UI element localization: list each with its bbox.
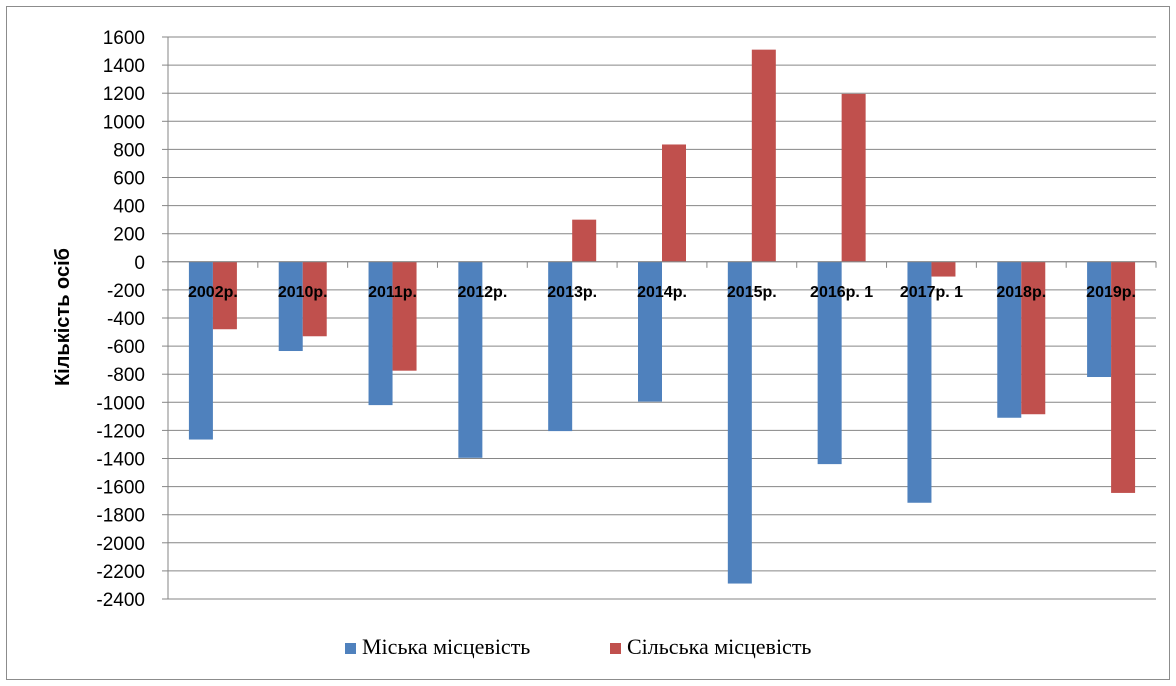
y-tick-label: 600 <box>113 169 145 190</box>
bar-urban-10 <box>1087 261 1112 378</box>
y-tick-label: -200 <box>107 281 145 302</box>
x-tick-labels: 2002р. 2010р. 2011р. 2012р. 2013р. 2014р. 2015… <box>188 284 1136 301</box>
bar-rural-10 <box>1111 261 1136 493</box>
bar-rural-5 <box>662 144 686 262</box>
y-tick-label: -2200 <box>96 562 145 583</box>
bar-urban-6 <box>727 261 752 584</box>
bar-urban-0 <box>188 261 213 440</box>
legend: Міська місцевість Сільська місцевість <box>345 634 811 659</box>
bar-rural-7 <box>841 93 866 262</box>
axes <box>167 37 1157 599</box>
y-tick-label: -800 <box>107 365 145 386</box>
y-tick-label: 0 <box>134 253 145 274</box>
bar-urban-4 <box>548 261 573 432</box>
bar-rural-4 <box>572 219 597 262</box>
y-tick-label: 800 <box>113 140 145 161</box>
x-tick-label: 2010р. <box>278 284 328 301</box>
y-tick-label: -1200 <box>96 421 145 442</box>
bar-rural-8 <box>931 261 956 277</box>
bar-rural-1 <box>302 261 327 337</box>
x-tick-label: 2012р. <box>457 284 507 301</box>
legend-swatch-urban <box>345 643 356 654</box>
bar-urban-9 <box>997 261 1022 418</box>
x-tick-label: 2002р. <box>188 284 238 301</box>
y-tick-label: -1600 <box>96 478 145 499</box>
y-tick-label: 200 <box>113 225 145 246</box>
y-tick-label: -2400 <box>96 590 145 611</box>
bar-rural-9 <box>1021 261 1046 415</box>
y-tick-label: -400 <box>107 309 145 330</box>
bar-urban-5 <box>638 261 662 402</box>
y-tick-label: -1400 <box>96 450 145 471</box>
y-tick-label: 1200 <box>103 84 145 105</box>
bar-rural-6 <box>751 49 776 262</box>
x-tick-label: 2015р. <box>727 284 777 301</box>
legend-label-rural: Сільська місцевість <box>627 634 811 659</box>
x-tick-label: 2013р. <box>547 284 597 301</box>
x-tick-label: 2018р. <box>996 284 1046 301</box>
bar-rural-2 <box>392 261 417 371</box>
y-tick-label: 1400 <box>103 56 145 77</box>
y-tick-label: 1000 <box>103 112 145 133</box>
bar-urban-2 <box>368 261 393 406</box>
legend-label-urban: Міська місцевість <box>362 634 530 659</box>
y-axis-label: Кількість осіб <box>52 248 74 386</box>
x-tick-label: 2014р. <box>637 284 687 301</box>
x-tick-label: 2016р. 1 <box>810 284 873 301</box>
x-tick-label: 2017р. 1 <box>900 284 963 301</box>
bar-urban-1 <box>278 261 303 352</box>
bar-urban-3 <box>458 261 483 458</box>
y-tick-label: 1600 <box>103 28 145 49</box>
y-tick-label: -2000 <box>96 534 145 555</box>
y-tick-labels: -2400-2200-2000-1800-1600-1400-1200-1000… <box>96 28 145 611</box>
bar-urban-8 <box>907 261 932 503</box>
bars <box>188 49 1136 584</box>
x-tick-label: 2019р. <box>1086 284 1136 301</box>
legend-swatch-rural <box>610 643 621 654</box>
y-tick-label: -600 <box>107 337 145 358</box>
bar-rural-0 <box>212 261 237 330</box>
y-tick-label: -1800 <box>96 506 145 527</box>
y-tick-label: 400 <box>113 197 145 218</box>
x-tick-label: 2011р. <box>368 284 417 301</box>
bar-urban-7 <box>817 261 842 465</box>
y-tick-label: -1000 <box>96 393 145 414</box>
